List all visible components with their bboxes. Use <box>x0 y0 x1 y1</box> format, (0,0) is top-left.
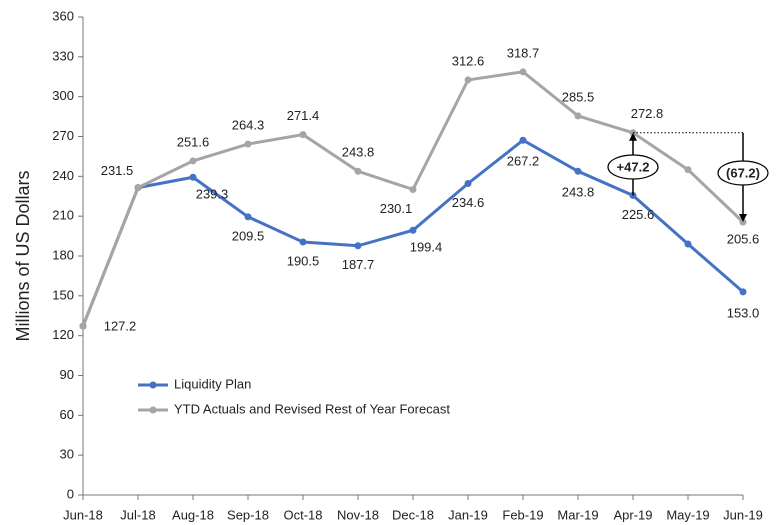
annotation: (67.2) <box>726 165 760 180</box>
point <box>739 288 747 296</box>
data-label: 318.7 <box>507 45 540 60</box>
data-label: 272.8 <box>631 106 664 121</box>
point <box>79 322 87 330</box>
x-tick-label: Jun-18 <box>63 507 103 522</box>
y-tick-label: 180 <box>52 247 74 262</box>
y-tick-label: 30 <box>60 447 74 462</box>
data-label: 243.8 <box>562 185 595 200</box>
data-label: 205.6 <box>727 231 760 246</box>
x-tick-label: Aug-18 <box>172 507 214 522</box>
point <box>299 131 307 139</box>
x-tick-label: Jul-18 <box>120 507 155 522</box>
point <box>464 76 472 84</box>
data-label: 243.8 <box>342 145 375 160</box>
x-tick-label: Oct-18 <box>283 507 322 522</box>
point <box>519 136 527 144</box>
x-tick-label: Dec-18 <box>392 507 434 522</box>
x-tick-label: Mar-19 <box>557 507 598 522</box>
point <box>189 173 197 181</box>
y-tick-label: 360 <box>52 8 74 23</box>
point <box>684 166 692 174</box>
point <box>189 157 197 165</box>
data-label: 264.3 <box>232 118 265 133</box>
annotation-bubble <box>717 160 769 186</box>
point <box>354 242 362 250</box>
point <box>244 213 252 221</box>
y-tick-label: 120 <box>52 327 74 342</box>
x-tick-label: Feb-19 <box>502 507 543 522</box>
x-tick-label: Apr-19 <box>613 507 652 522</box>
point <box>574 167 582 175</box>
legend-marker <box>149 406 157 414</box>
point <box>409 226 417 234</box>
point <box>464 180 472 188</box>
data-label: 267.2 <box>507 154 540 169</box>
point <box>299 238 307 246</box>
point <box>354 167 362 175</box>
y-tick-label: 270 <box>52 128 74 143</box>
data-label: 187.7 <box>342 257 375 272</box>
point <box>684 240 692 248</box>
x-tick-label: Sep-18 <box>227 507 269 522</box>
data-label: 153.0 <box>727 305 760 320</box>
y-tick-label: 60 <box>60 407 74 422</box>
x-tick-label: May-19 <box>666 507 709 522</box>
data-label: 312.6 <box>452 53 485 68</box>
y-axis-label: Millions of US Dollars <box>13 170 33 341</box>
y-tick-label: 90 <box>60 367 74 382</box>
data-label: 239.3 <box>196 187 229 202</box>
legend-marker <box>149 381 157 389</box>
y-tick-label: 210 <box>52 208 74 223</box>
y-tick-label: 300 <box>52 88 74 103</box>
data-label: 234.6 <box>452 195 485 210</box>
arrow-head <box>739 214 747 223</box>
legend-label: YTD Actuals and Revised Rest of Year For… <box>174 401 450 416</box>
data-label: 271.4 <box>287 108 320 123</box>
data-label: 127.2 <box>104 319 137 334</box>
y-tick-label: 150 <box>52 287 74 302</box>
data-label: 285.5 <box>562 89 595 104</box>
data-label: 230.1 <box>380 201 413 216</box>
legend-label: Liquidity Plan <box>174 376 251 391</box>
data-label: 199.4 <box>410 240 443 255</box>
annotation-bubble <box>607 154 659 180</box>
x-tick-label: Jun-19 <box>723 507 763 522</box>
data-label: 190.5 <box>287 253 320 268</box>
annotation: +47.2 <box>617 159 650 174</box>
point <box>519 68 527 76</box>
y-tick-label: 0 <box>67 486 74 501</box>
point <box>244 140 252 148</box>
point <box>409 185 417 193</box>
data-label: 225.6 <box>622 207 655 222</box>
x-tick-label: Jan-19 <box>448 507 488 522</box>
y-tick-label: 240 <box>52 168 74 183</box>
data-label: 231.5 <box>101 163 134 178</box>
y-tick-label: 330 <box>52 48 74 63</box>
data-label: 209.5 <box>232 228 265 243</box>
data-label: 251.6 <box>177 134 210 149</box>
point <box>134 184 142 192</box>
x-tick-label: Nov-18 <box>337 507 379 522</box>
arrow-head <box>629 132 637 141</box>
point <box>574 112 582 120</box>
